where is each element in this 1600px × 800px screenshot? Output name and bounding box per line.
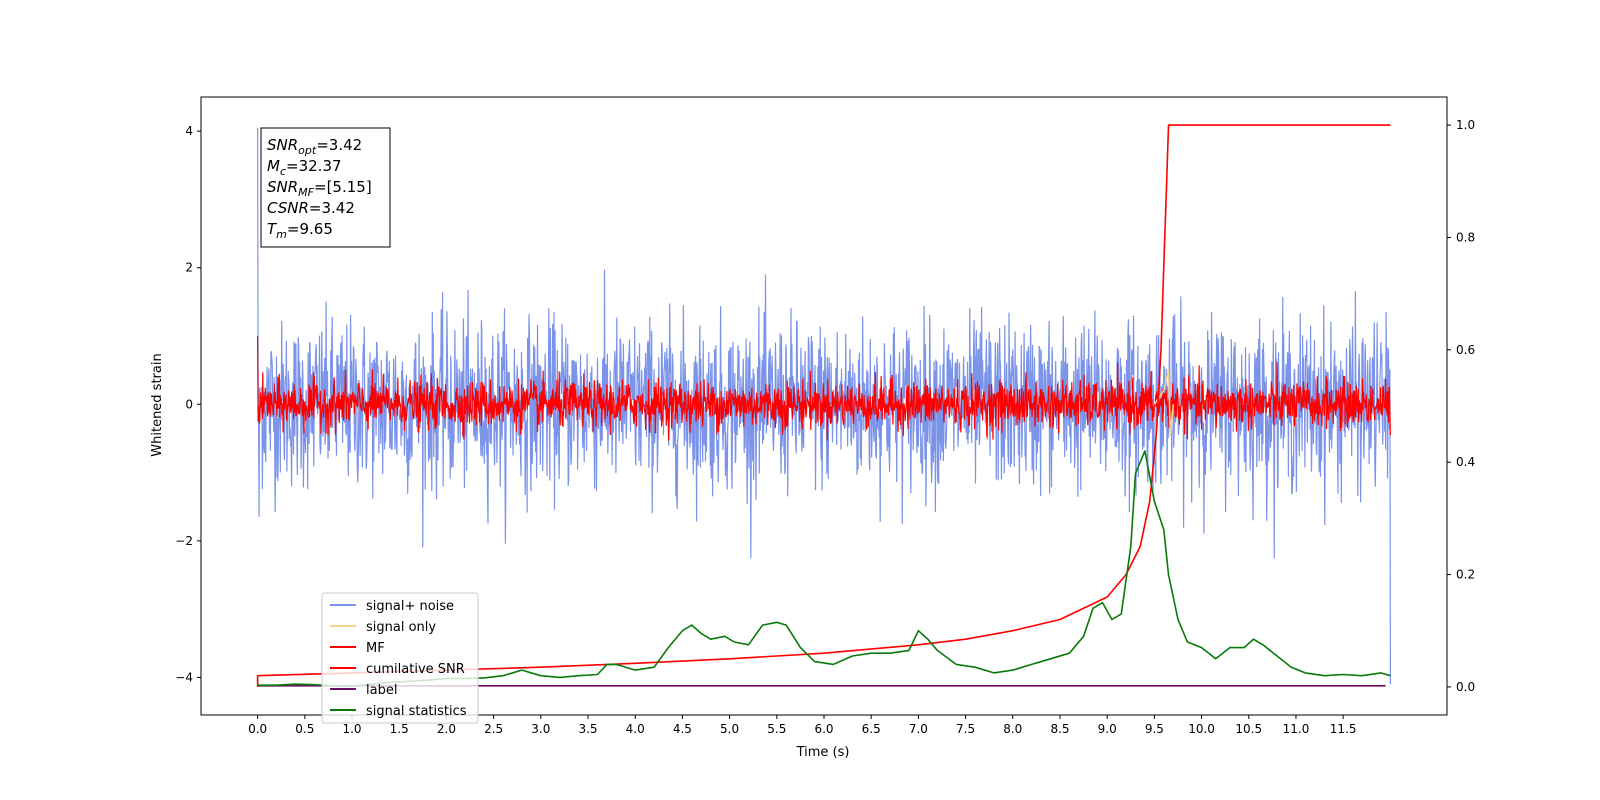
y-tick-label: −2 bbox=[175, 534, 193, 548]
legend-label: cumilative SNR bbox=[366, 662, 465, 677]
x-tick-label: 11.0 bbox=[1283, 722, 1310, 736]
legend-label: MF bbox=[366, 641, 385, 656]
x-tick-label: 5.0 bbox=[720, 722, 739, 736]
y-tick-label: 4 bbox=[185, 124, 193, 138]
x-tick-label: 3.0 bbox=[531, 722, 550, 736]
series-signal-only-line bbox=[1153, 369, 1175, 436]
series-mf-line bbox=[257, 335, 1391, 441]
x-tick-label: 2.0 bbox=[437, 722, 456, 736]
annotation-line: Mc=32.37 bbox=[267, 157, 342, 178]
y2-tick-label: 0.0 bbox=[1456, 680, 1475, 694]
x-tick-label: 4.5 bbox=[673, 722, 692, 736]
x-tick-label: 2.5 bbox=[484, 722, 503, 736]
x-tick-label: 7.5 bbox=[956, 722, 975, 736]
x-tick-label: 9.0 bbox=[1098, 722, 1117, 736]
y-axis-label: Whitened strain bbox=[150, 353, 165, 456]
x-axis-label: Time (s) bbox=[796, 745, 850, 760]
y-tick-label: 0 bbox=[185, 397, 193, 411]
x-tick-label: 11.5 bbox=[1330, 722, 1357, 736]
y2-tick-label: 0.4 bbox=[1456, 455, 1475, 469]
annotation-box: SNRopt=3.42Mc=32.37SNRMF=[5.15]CSNR=3.42… bbox=[260, 127, 391, 248]
x-tick-label: 1.0 bbox=[342, 722, 361, 736]
annotation-frame bbox=[260, 127, 391, 248]
legend-label: label bbox=[366, 683, 397, 698]
x-tick-label: 6.5 bbox=[862, 722, 881, 736]
y2-tick-label: 0.2 bbox=[1456, 568, 1475, 582]
x-tick-label: 1.5 bbox=[390, 722, 409, 736]
x-tick-label: 0.5 bbox=[295, 722, 314, 736]
x-tick-label: 0.0 bbox=[248, 722, 267, 736]
x-tick-label: 9.5 bbox=[1145, 722, 1164, 736]
y2-tick-label: 1.0 bbox=[1456, 118, 1475, 132]
y-tick-label: −4 bbox=[175, 670, 193, 684]
x-tick-label: 8.5 bbox=[1050, 722, 1069, 736]
x-tick-label: 6.0 bbox=[814, 722, 833, 736]
legend-label: signal+ noise bbox=[366, 599, 454, 614]
x-tick-label: 3.5 bbox=[578, 722, 597, 736]
legend: signal+ noise signal only MF cumilative SNR… bbox=[321, 592, 479, 724]
series-signal-statistics-line bbox=[257, 450, 1391, 688]
legend-label: signal statistics bbox=[366, 704, 467, 719]
x-tick-label: 4.0 bbox=[626, 722, 645, 736]
x-tick-label: 5.5 bbox=[767, 722, 786, 736]
x-tick-label: 8.0 bbox=[1003, 722, 1022, 736]
annotation-line: SNRMF=[5.15] bbox=[267, 178, 372, 199]
x-tick-label: 7.0 bbox=[909, 722, 928, 736]
y2-tick-label: 0.6 bbox=[1456, 343, 1475, 357]
plot-area bbox=[256, 124, 1391, 688]
legend-label: signal only bbox=[366, 620, 436, 635]
legend-frame bbox=[321, 592, 479, 724]
x-tick-label: 10.5 bbox=[1235, 722, 1262, 736]
annotation-line: Tm=9.65 bbox=[267, 220, 333, 241]
x-tick-label: 10.0 bbox=[1188, 722, 1215, 736]
axes: 0.0 0.5 1.0 1.5 2.0 2.5 3.0 3.5 4.0 4.5 5.0 5.5 6.0 6… bbox=[175, 96, 1475, 736]
y2-tick-label: 0.8 bbox=[1456, 230, 1475, 244]
series-cumilative-snr-line bbox=[256, 124, 1391, 687]
annotation-line: SNRopt=3.42 bbox=[267, 136, 362, 157]
annotation-line: CSNR=3.42 bbox=[267, 199, 355, 217]
y-tick-label: 2 bbox=[185, 261, 193, 275]
